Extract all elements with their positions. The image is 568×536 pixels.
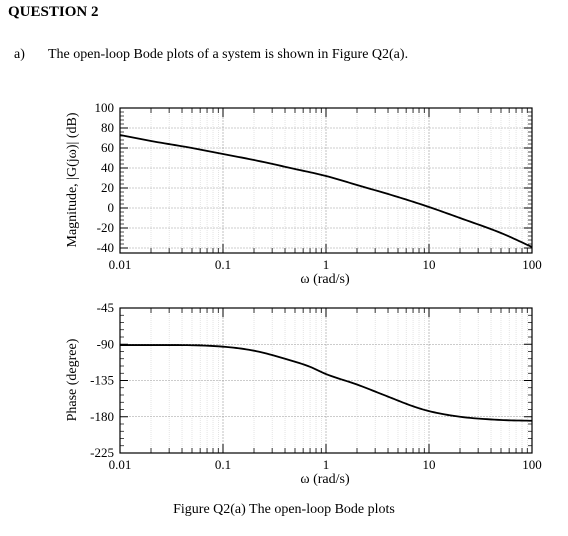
- x-tick-label: 0.1: [215, 257, 231, 272]
- x-tick-label: 100: [522, 457, 542, 472]
- magnitude-y-axis-label: Magnitude, |G(jω)| (dB): [65, 112, 80, 247]
- phase-y-axis-label: Phase (degree): [65, 338, 80, 421]
- magnitude-plot: Magnitude, |G(jω)| (dB) ω (rad/s) 0.01 0.…: [65, 100, 542, 287]
- phase-x-axis-label: ω (rad/s): [300, 472, 350, 487]
- x-tick-label: 100: [522, 257, 542, 272]
- y-tick-label: 60: [101, 140, 114, 155]
- y-tick-label: 100: [95, 100, 115, 115]
- y-tick-label: -180: [90, 409, 114, 424]
- x-tick-label: 0.01: [109, 457, 132, 472]
- y-tick-label: -45: [97, 300, 114, 315]
- y-tick-label: 80: [101, 120, 114, 135]
- series-line: [119, 134, 533, 248]
- y-tick-label: -20: [97, 220, 114, 235]
- phase-plot: Phase (degree) ω (rad/s) 0.01 0.1 1 10 100 -4…: [65, 300, 542, 487]
- x-tick-label: 10: [423, 457, 436, 472]
- question-text: The open-loop Bode plots of a system is …: [48, 47, 409, 62]
- question-label: a): [14, 47, 25, 62]
- y-tick-label: 0: [108, 200, 115, 215]
- x-tick-label: 0.1: [215, 457, 231, 472]
- series-line: [120, 344, 533, 422]
- magnitude-x-axis-label: ω (rad/s): [300, 272, 350, 287]
- y-tick-label: 40: [101, 160, 114, 175]
- figure-caption: Figure Q2(a) The open-loop Bode plots: [173, 502, 395, 517]
- x-tick-label: 0.01: [109, 257, 132, 272]
- question-heading: QUESTION 2: [8, 4, 99, 20]
- y-tick-label: 20: [101, 180, 114, 195]
- x-tick-label: 1: [323, 257, 330, 272]
- y-tick-label: -40: [97, 240, 114, 255]
- x-tick-label: 10: [423, 257, 436, 272]
- plot-frame: [119, 107, 533, 254]
- y-tick-label: -135: [90, 373, 114, 388]
- y-tick-label: -90: [97, 336, 114, 351]
- x-tick-label: 1: [323, 457, 330, 472]
- y-tick-label: -225: [90, 445, 114, 460]
- plot-frame: [119, 307, 533, 454]
